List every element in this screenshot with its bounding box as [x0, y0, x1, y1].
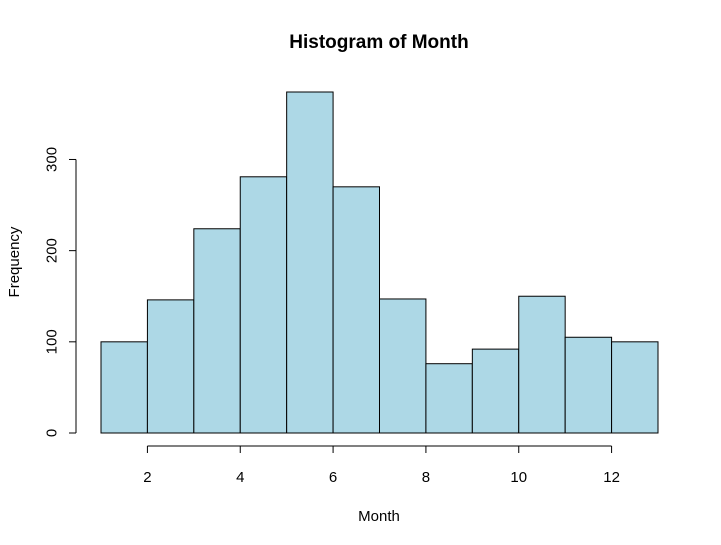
chart-title: Histogram of Month [289, 32, 468, 53]
x-tick-label: 2 [143, 469, 151, 486]
bars-group [100, 91, 659, 434]
histogram-bar-8 [425, 363, 473, 434]
x-tick-label: 6 [329, 469, 337, 486]
histogram-bar-10 [518, 295, 566, 434]
y-tick-label: 0 [44, 429, 61, 437]
y-tick-label: 100 [44, 329, 61, 354]
histogram-bar-6 [332, 186, 381, 434]
histogram-bar-9 [471, 348, 520, 434]
x-tick-label: 8 [422, 469, 430, 486]
histogram-bar-7 [379, 298, 427, 434]
y-tick-label: 300 [44, 147, 61, 172]
y-axis-label: Frequency [6, 226, 23, 297]
histogram-bar-11 [564, 336, 613, 434]
x-tick-label: 12 [603, 469, 620, 486]
x-axis-label: Month [358, 508, 400, 525]
histogram-bar-5 [286, 91, 334, 434]
histogram-bar-12 [611, 341, 659, 434]
y-tick-label: 200 [44, 238, 61, 263]
histogram-bar-2 [146, 299, 195, 434]
histogram-bar-4 [239, 176, 288, 434]
histogram-bar-3 [193, 228, 241, 434]
x-axis: 2 4 6 8 10 12 [143, 445, 620, 486]
x-tick-label: 10 [510, 469, 527, 486]
y-axis: 0 100 200 300 [44, 147, 77, 437]
histogram-bar-1 [100, 341, 148, 434]
x-tick-label: 4 [236, 469, 244, 486]
